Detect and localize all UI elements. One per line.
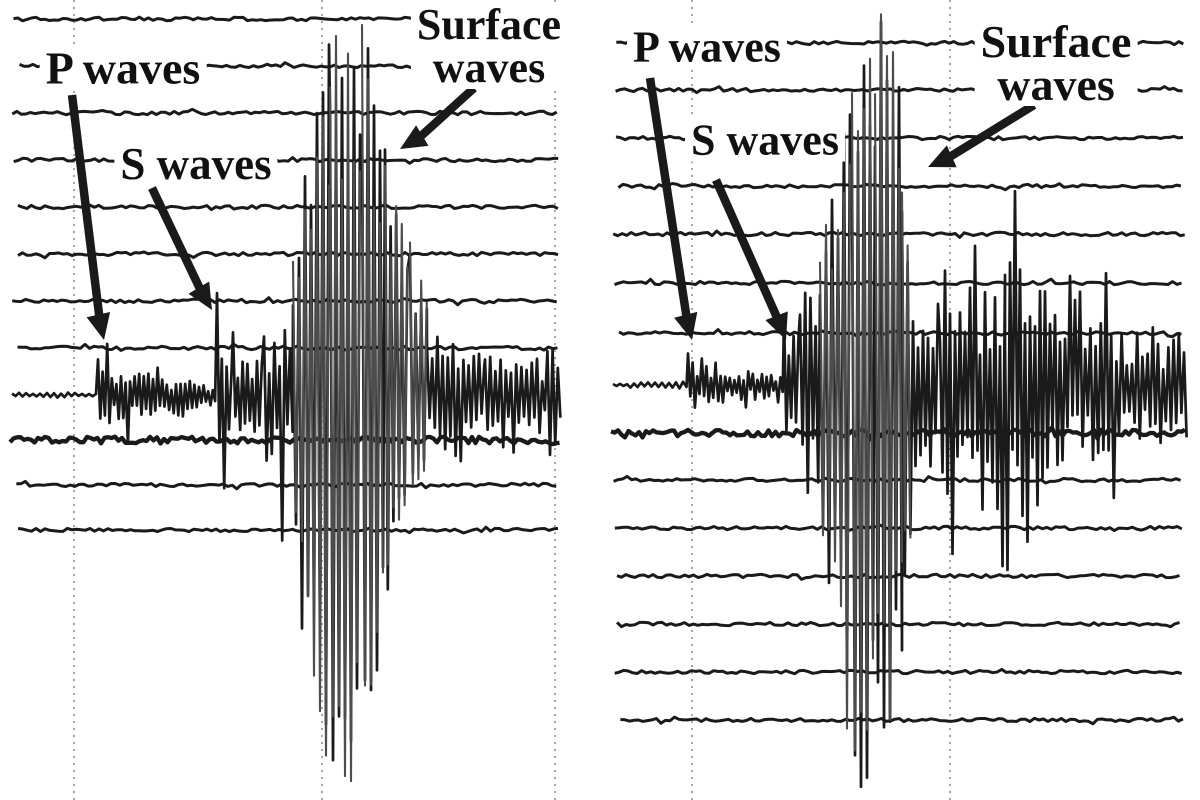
left-seismogram — [8, 0, 562, 800]
right-seismogram — [610, 0, 1188, 800]
s-wave-arrow-shaft — [712, 178, 783, 324]
trace-line — [11, 107, 558, 117]
surface-wave-arrow-head — [400, 125, 429, 149]
surface-wave-arrow-shaft — [417, 84, 477, 141]
surface-wave-cluster-overlay — [291, 116, 331, 757]
s-wave-arrow-head — [188, 281, 212, 310]
surface-label-line1: Surface — [980, 16, 1132, 67]
surface-label-line2: waves — [432, 43, 546, 92]
trace-line — [620, 715, 1184, 726]
surface-wave-cluster-overlay — [328, 34, 362, 783]
surface-waves-label-left: Surface waves — [410, 0, 568, 92]
s-wave-arrow-shaft — [148, 186, 206, 295]
s-waves-label-right: S waves — [685, 118, 845, 162]
trace-line — [13, 156, 559, 165]
trace-line — [17, 250, 559, 260]
main-seismic-trace — [11, 43, 562, 762]
surface-wave-cluster-overlay — [360, 24, 385, 687]
s-wave-arrow-head — [765, 311, 788, 340]
trace-line — [616, 572, 1180, 581]
trace-line — [17, 203, 559, 212]
surface-wave-arrow-head — [928, 145, 957, 168]
surface-wave-arrow-shaft — [945, 101, 1037, 162]
trace-line — [615, 620, 1180, 629]
surface-label-line1: Surface — [416, 0, 562, 49]
p-waves-label-right: P waves — [627, 25, 787, 69]
trace-line — [16, 479, 557, 491]
surface-wave-cluster-overlay — [900, 191, 912, 539]
trace-line — [17, 342, 558, 352]
surface-wave-cluster-overlay — [818, 163, 852, 730]
p-wave-arrow-shaft — [645, 77, 692, 321]
surface-wave-cluster-overlay — [850, 57, 875, 752]
p-waves-label-left: P waves — [39, 45, 207, 91]
trace-line — [614, 667, 1183, 676]
surface-wave-cluster-overlay — [383, 164, 409, 566]
p-wave-arrow-shaft — [67, 94, 105, 323]
trace-line — [614, 523, 1183, 533]
surface-label-line2: waves — [997, 59, 1115, 110]
surface-wave-cluster-overlay — [873, 13, 904, 721]
p-wave-arrow-head — [86, 312, 111, 340]
s-waves-label-left: S waves — [114, 142, 278, 187]
p-wave-arrow-head — [674, 311, 698, 340]
trace-line — [12, 296, 557, 307]
surface-waves-label-right: Surface waves — [974, 16, 1138, 110]
trace-line — [17, 525, 559, 535]
surface-wave-cluster-overlay — [408, 241, 428, 486]
